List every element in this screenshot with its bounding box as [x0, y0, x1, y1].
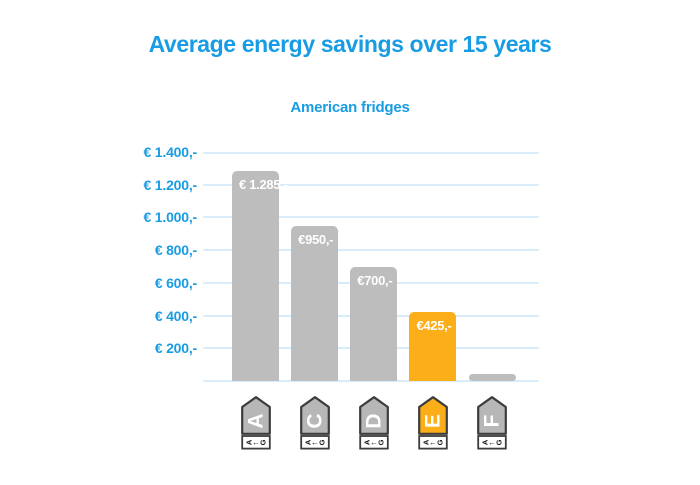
energy-scale-badge [418, 435, 448, 450]
energy-class-letter: D [362, 413, 385, 428]
energy-class-letter: E [421, 414, 444, 428]
bar-E: €425,- [409, 311, 457, 381]
energy-scale-text: ← [488, 438, 496, 447]
gridline [203, 216, 539, 218]
chart-title: Average energy savings over 15 years [148, 31, 552, 57]
y-axis-tick-label: € 200,- [154, 340, 197, 357]
bar-value-label: €950,- [298, 231, 334, 247]
energy-scale-text: ← [252, 438, 260, 447]
y-axis-tick-label: € 800,- [154, 242, 197, 259]
energy-label-F: F A←G [477, 396, 507, 450]
bar-value-label: € 1.285,- [239, 176, 288, 192]
energy-scale-text: G [258, 439, 267, 445]
bar-D: €700,- [350, 266, 398, 381]
y-axis-tick-label: € 1.000,- [143, 209, 198, 226]
energy-arrow-shape [358, 396, 389, 435]
gridline [203, 380, 539, 382]
energy-label-D: D A←G [358, 396, 389, 450]
bar-A: € 1.285,- [232, 170, 288, 381]
energy-class-letter: F [481, 414, 504, 427]
energy-scale-text: G [376, 439, 385, 445]
energy-arrow-shape [299, 396, 330, 435]
gridline [203, 249, 539, 251]
bar-value-label: €700,- [357, 272, 393, 288]
energy-label-C: C A←G [299, 396, 330, 450]
plot-area: € 1.285,- €950,- €700,- €425,- [203, 152, 539, 382]
energy-arrow-shape [477, 396, 507, 435]
energy-scale-text: A [303, 439, 312, 445]
energy-scale-badge [477, 435, 507, 450]
bar-C: €950,- [291, 225, 339, 381]
y-axis-tick-label: € 400,- [154, 307, 197, 324]
y-axis-tick-label: € 600,- [154, 274, 197, 291]
energy-scale-text: ← [429, 438, 437, 447]
y-axis-tick-label: € 1.400,- [143, 144, 198, 160]
energy-label-E: E A←G [418, 396, 448, 450]
energy-scale-text: G [435, 439, 444, 445]
gridline [203, 184, 539, 186]
energy-scale-text: ← [311, 438, 319, 447]
chart-subtitle: American fridges [290, 99, 410, 116]
energy-class-letter: A [244, 413, 267, 428]
energy-scale-text: G [317, 439, 326, 445]
energy-arrow-shape [240, 396, 271, 435]
energy-scale-text: A [362, 439, 371, 445]
x-axis-energy-labels: A A ← G C A ← G D A ← G E A ← G F A ← G [203, 396, 539, 450]
energy-scale-text: ← [370, 438, 378, 447]
gridline [203, 152, 539, 154]
energy-scale-badge [359, 435, 389, 450]
energy-scale-badge [240, 435, 271, 450]
y-axis-tick-label: € 1.200,- [143, 176, 198, 193]
energy-class-letter: C [303, 413, 326, 428]
bar-value-label: €425,- [416, 317, 452, 333]
energy-scale-badge [299, 435, 330, 450]
y-axis: € 1.400,- € 1.200,- € 1.000,- € 800,- € 600,… [0, 0, 198, 485]
energy-arrow-shape [418, 396, 448, 435]
energy-scale-text: A [421, 439, 430, 445]
bar-F [468, 373, 516, 381]
energy-scale-text: A [244, 439, 253, 445]
energy-scale-text: A [481, 439, 490, 445]
energy-scale-text: G [495, 439, 504, 445]
energy-label-A: AA←G [240, 396, 271, 450]
